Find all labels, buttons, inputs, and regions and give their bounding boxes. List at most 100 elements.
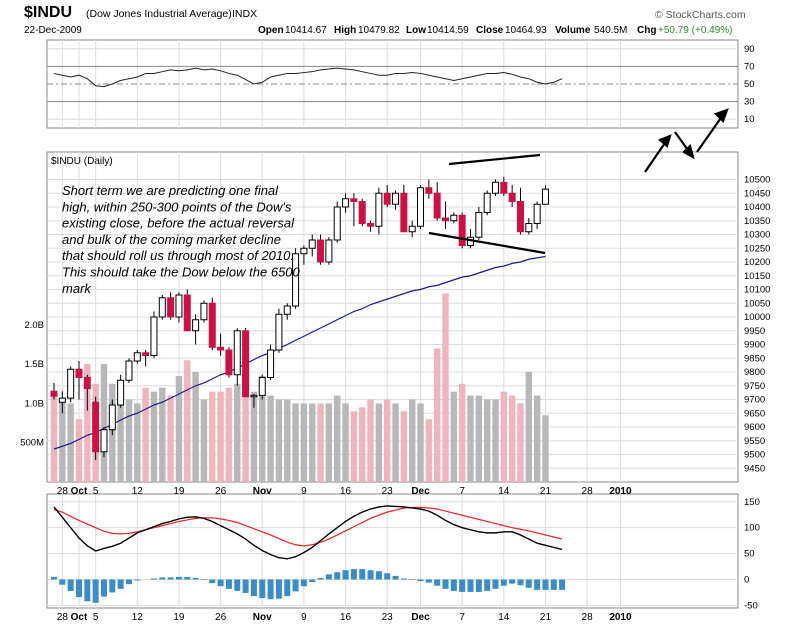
volume-bar (275, 399, 283, 482)
volume-bar (267, 395, 274, 482)
forecast-arrowhead-1 (657, 134, 672, 148)
forecast-arrows (644, 108, 729, 173)
high-label: High (334, 25, 356, 36)
candle-body (408, 225, 416, 233)
candle-body (92, 401, 100, 453)
chart-date: 22-Dec-2009 (24, 25, 82, 36)
candle-body (283, 305, 291, 315)
volume-bar (217, 391, 224, 482)
volume-bar (359, 407, 366, 482)
macd-histogram-bar (59, 579, 66, 585)
candle-body (108, 404, 116, 431)
x-tick-label: 9 (301, 612, 307, 623)
candle-body (317, 239, 325, 263)
candle-body (75, 368, 83, 378)
x-tick-label: Oct (71, 612, 88, 623)
macd-histogram-bar (425, 579, 432, 583)
price-tick-label: 10450 (744, 188, 770, 199)
volume-bar (384, 399, 391, 482)
annotation-line: existing close, before the actual revers… (62, 216, 295, 231)
volume-bar (300, 403, 308, 482)
price-tick-label: 10500 (744, 175, 770, 186)
price-tick-label: 10050 (744, 298, 770, 309)
volume-bar (350, 411, 358, 482)
volume-bar (492, 399, 499, 482)
candle-body (333, 206, 341, 241)
macd-histogram-bar (367, 570, 374, 580)
volume-bar (367, 399, 374, 482)
x-tick-label: 16 (340, 486, 352, 497)
quote-bar: Open 10414.67 High 10479.82 Low 10414.59… (258, 25, 733, 36)
volume-bar (250, 391, 258, 482)
x-tick-label: Nov (253, 486, 272, 497)
x-tick-label: Dec (411, 486, 430, 497)
volume-bar (150, 391, 158, 482)
candle-body (525, 223, 533, 233)
x-tick-label: Nov (253, 612, 272, 623)
macd-histogram-bar (192, 577, 199, 580)
macd-indicator (51, 505, 566, 603)
chart-exchange: INDX (232, 8, 257, 20)
candle-body (225, 349, 233, 376)
candle-body (400, 192, 408, 233)
candle-body (208, 302, 216, 348)
macd-histogram-bar (267, 579, 274, 600)
candle-body (417, 187, 425, 227)
volume-bar (84, 364, 91, 482)
candle-body (83, 377, 91, 389)
macd-histogram-bar (442, 579, 449, 589)
chg-value: +50.79 (+0.49%) (658, 25, 733, 36)
price-tick-label: 9850 (744, 353, 765, 364)
macd-histogram-bar (450, 579, 457, 591)
x-tick-label: 21 (540, 612, 552, 623)
candle-body (217, 346, 225, 351)
macd-histogram-bar (250, 579, 257, 597)
macd-histogram-bar (325, 574, 332, 580)
x-tick-label: 7 (459, 486, 465, 497)
macd-histogram-bar (434, 579, 441, 586)
volume-bar (259, 375, 266, 482)
macd-histogram-bar (534, 579, 541, 590)
annotation-line: high, within 250-300 points of the Dow's (62, 199, 292, 214)
candle-body (300, 247, 308, 255)
candle-body (100, 429, 108, 453)
candle-body (458, 214, 466, 246)
macd-histogram-bar (109, 579, 116, 593)
rsi-line (53, 67, 563, 88)
macd-histogram-bar (209, 579, 216, 584)
macd-histogram-bar (509, 579, 516, 584)
open-label: Open (258, 25, 284, 36)
candle-body (125, 360, 133, 381)
price-tick-label: 9700 (744, 395, 765, 406)
volume-bar (508, 395, 516, 482)
candle-body (150, 316, 158, 356)
rsi-indicator (53, 67, 563, 88)
macd-histogram-bar (459, 579, 466, 592)
candle-body (375, 192, 383, 227)
volume-tick-label: 1.0B (24, 398, 44, 409)
x-tick-label: 26 (215, 486, 227, 497)
forecast-arrow-up-2 (696, 114, 724, 153)
candle-body (250, 394, 258, 398)
x-tick-label: 12 (132, 486, 144, 497)
volume-bar (192, 372, 199, 482)
triangle-lower-line (428, 231, 546, 255)
price-tick-label: 9500 (744, 450, 765, 461)
price-tick-label: 10350 (744, 216, 770, 227)
volume-bar (292, 403, 299, 482)
macd-histogram-bar (342, 570, 349, 580)
macd-histogram-bar (275, 579, 282, 599)
price-tick-label: 9600 (744, 422, 765, 433)
volume-bar (75, 419, 83, 482)
candle-body (292, 253, 300, 307)
macd-histogram-bar (51, 576, 57, 580)
annotation-text: Short term we are predicting one final hi… (62, 183, 301, 296)
macd-histogram-bar (284, 579, 291, 597)
candle-body (541, 188, 549, 205)
macd-histogram-bar (492, 579, 499, 589)
macd-histogram-bar (125, 579, 132, 585)
volume-bar (483, 399, 491, 482)
volume-bar (317, 403, 324, 482)
macd-tick-label: 0 (744, 575, 749, 586)
